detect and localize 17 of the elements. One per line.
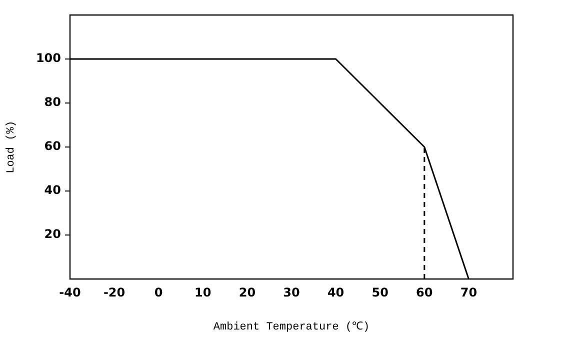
x-tick-label: 50 — [372, 285, 388, 300]
x-tick-label: 20 — [238, 285, 256, 300]
x-tick-label: 30 — [283, 285, 300, 300]
y-tick-label: 100 — [36, 51, 61, 66]
y-axis-title: Load (%) — [6, 120, 18, 174]
x-tick-label: 0 — [154, 285, 163, 300]
x-tick-label: 70 — [460, 285, 478, 300]
y-tick-label: 60 — [44, 139, 61, 154]
y-tick-label: 20 — [44, 227, 61, 242]
x-axis-title: Ambient Temperature (℃) — [213, 321, 370, 334]
y-tick-label: 40 — [44, 183, 61, 198]
x-tick-label: -20 — [103, 285, 126, 300]
x-tick-label: 40 — [327, 285, 344, 300]
x-tick-label: 60 — [416, 285, 433, 300]
x-tick-label: 10 — [194, 285, 212, 300]
y-tick-label: 80 — [44, 95, 61, 110]
x-tick-label: -40 — [59, 285, 81, 300]
